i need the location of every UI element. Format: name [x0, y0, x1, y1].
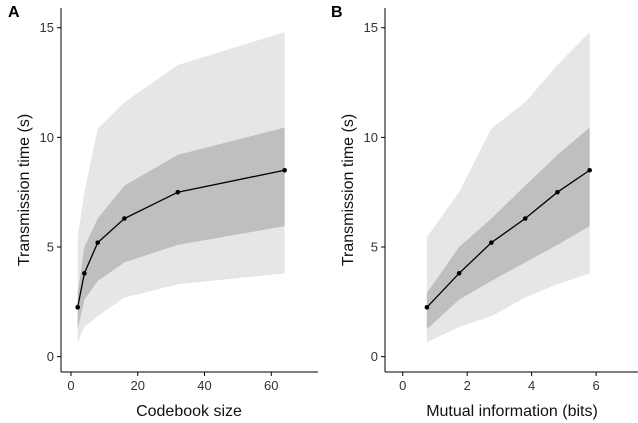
- panel-a-x-tick-label: 20: [131, 378, 145, 393]
- panel-a: A Transmission time (s) Codebook size 0 5…: [8, 4, 318, 420]
- panel-a-data-point: [95, 240, 101, 245]
- panel-a-y-tick-label: 10: [40, 130, 54, 145]
- panel-a-x-tick-label: 40: [197, 378, 211, 393]
- panel-b-x-tick-label: 4: [528, 378, 535, 393]
- panel-b-y-tick-label: 0: [371, 349, 378, 364]
- panel-a-xlabel: Codebook size: [136, 403, 242, 420]
- panel-b-letter: B: [331, 4, 343, 21]
- panel-b-x-tick-label: 6: [592, 378, 599, 393]
- panel-b-x-tick-label: 0: [399, 378, 406, 393]
- panel-b-y-tick-label: 15: [364, 20, 378, 35]
- panel-b-inner-band: [426, 127, 590, 330]
- panel-b-data-point: [555, 189, 560, 195]
- panel-b-data-point: [456, 271, 462, 276]
- panel-a-inner-band: [77, 127, 285, 330]
- panel-a-x-tick-label: 0: [67, 378, 74, 393]
- panel-b-y-tick-label: 10: [364, 130, 378, 145]
- panel-a-letter: A: [8, 4, 20, 21]
- panel-a-data-point: [75, 305, 80, 310]
- panel-a-data-point: [82, 271, 87, 276]
- panel-b-data-point: [424, 305, 430, 310]
- panel-a-data-point: [122, 216, 127, 221]
- panel-b-ylabel: Transmission time (s): [340, 114, 357, 266]
- panel-a-ylabel: Transmission time (s): [16, 114, 33, 266]
- panel-a-data-point: [282, 167, 287, 173]
- panel-b-data-point: [522, 216, 528, 221]
- panel-a-y-tick-label: 0: [47, 349, 54, 364]
- panel-a-y-tick-label: 5: [47, 240, 54, 255]
- panel-b-data-point: [489, 240, 494, 245]
- panel-a-y-tick-label: 15: [40, 20, 54, 35]
- panel-a-x-tick-label: 60: [264, 378, 278, 393]
- panel-b-data-point: [587, 167, 592, 173]
- panel-a-data-point: [175, 189, 181, 195]
- panel-b-y-tick-label: 5: [371, 240, 378, 255]
- panel-a-series-line: [77, 169, 285, 308]
- panel-b-x-tick-label: 2: [464, 378, 471, 393]
- panel-b-series-line: [426, 169, 591, 308]
- panel-b-xlabel: Mutual information (bits): [426, 403, 598, 420]
- panel-b: B Transmission time (s) Mutual informati…: [331, 4, 638, 420]
